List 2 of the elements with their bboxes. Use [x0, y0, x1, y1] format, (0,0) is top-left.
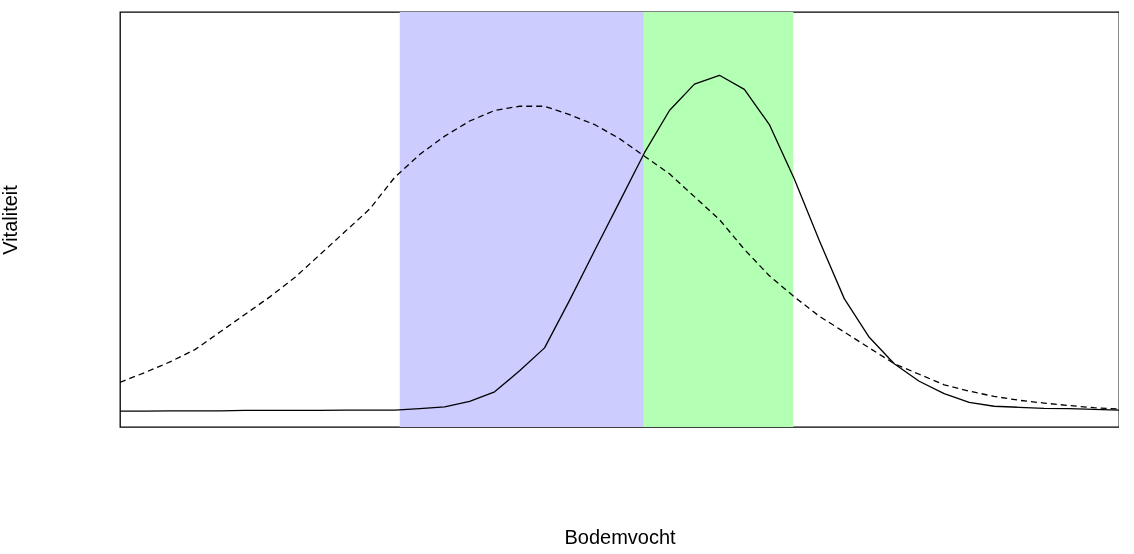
- x-axis-title: Bodemvocht: [564, 525, 677, 548]
- y-axis-title: Vitaliteit: [0, 184, 21, 255]
